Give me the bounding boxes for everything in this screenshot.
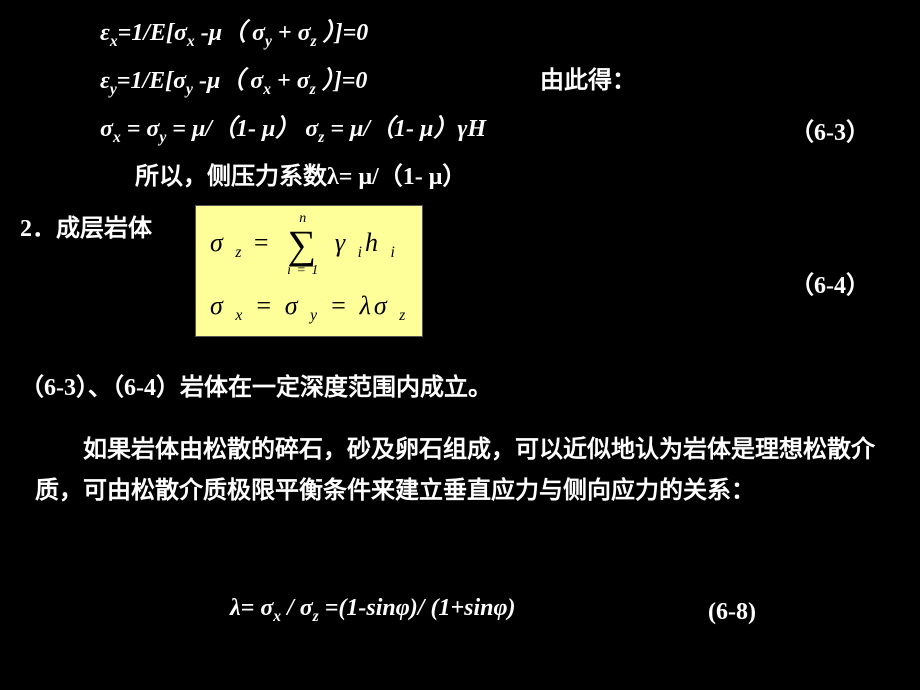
equation-line-6: λ= σx / σz =(1-sinφ)/ (1+sinφ): [230, 590, 516, 628]
equation-number-6-8: (6-8): [708, 594, 756, 630]
heading-layered-rock: 2．成层岩体: [20, 211, 152, 247]
summation-symbol: n ∑ i = 1: [287, 212, 319, 278]
equation-line-1: εx=1/E[σx -μ（ σy + σz ）]=0: [100, 15, 368, 53]
formula-sigma-z-sum: σ z = n ∑ i = 1 γ ih i: [210, 212, 408, 278]
formula-box: σ z = n ∑ i = 1 γ ih i σ x = σ y = λσ z: [195, 205, 423, 337]
equation-line-2: εy=1/E[σy -μ（ σx + σz ）]=0: [100, 63, 367, 101]
equation-number-6-3: （6-3）: [790, 115, 870, 151]
formula-sigma-x-y: σ x = σ y = λσ z: [210, 286, 408, 328]
text-lateral-pressure: 所以，侧压力系数λ= μ/（1- μ）: [135, 159, 466, 195]
var-epsilon: ε: [100, 20, 110, 46]
equation-number-6-4: （6-4）: [790, 268, 870, 304]
text-validity-range: （6-3）、（6-4）岩体在一定深度范围内成立。: [20, 370, 492, 406]
equation-line-3: σx = σy = μ/（1- μ） σz = μ/（1- μ）γH: [100, 111, 486, 149]
text-therefore: 由此得：: [540, 63, 636, 99]
paragraph-loose-rock: 如果岩体由松散的碎石，砂及卵石组成，可以近似地认为岩体是理想松散介质，可由松散介…: [35, 430, 890, 512]
